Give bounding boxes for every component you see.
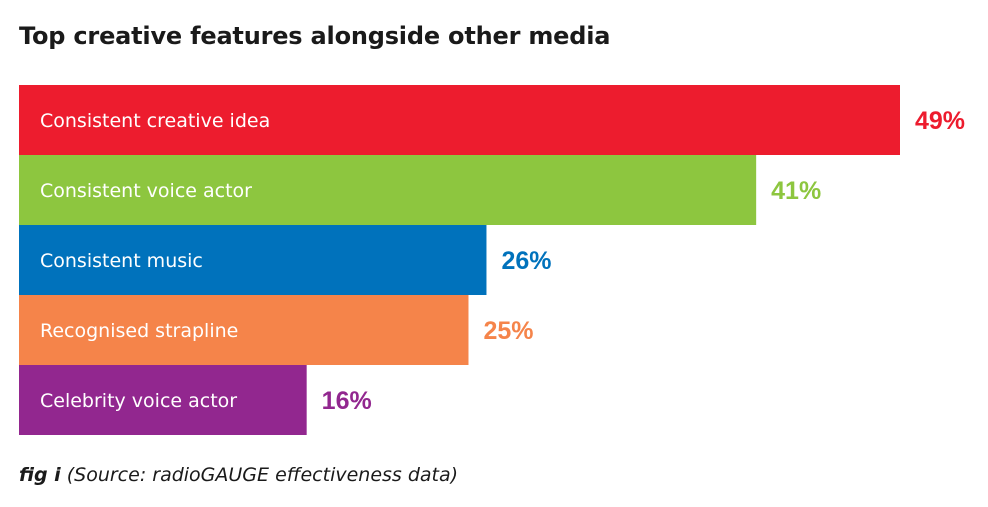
bar-celebrity-voice-actor (19, 365, 307, 435)
value-label: 25% (483, 317, 533, 345)
chart-title: Top creative features alongside other me… (19, 22, 611, 50)
figure-caption: fig i (Source: radioGAUGE effectiveness … (19, 464, 458, 486)
source-text: (Source: radioGAUGE effectiveness data) (66, 464, 459, 486)
bar-consistent-music (19, 225, 487, 295)
value-label: 49% (915, 107, 965, 135)
bar-chart: Consistent creative idea 49% Consistent vo… (19, 85, 965, 435)
category-label: Consistent voice actor (40, 180, 252, 202)
category-label: Celebrity voice actor (40, 390, 237, 412)
figure-label: fig i (19, 464, 61, 486)
value-label: 26% (501, 247, 551, 275)
category-label: Recognised strapline (40, 320, 238, 342)
value-label: 41% (771, 177, 821, 205)
category-label: Consistent music (40, 250, 203, 272)
bar-consistent-creative-idea (19, 85, 900, 155)
bar-recognised-strapline (19, 295, 469, 365)
category-label: Consistent creative idea (40, 110, 270, 132)
value-label: 16% (322, 387, 372, 415)
bar-consistent-voice-actor (19, 155, 757, 225)
